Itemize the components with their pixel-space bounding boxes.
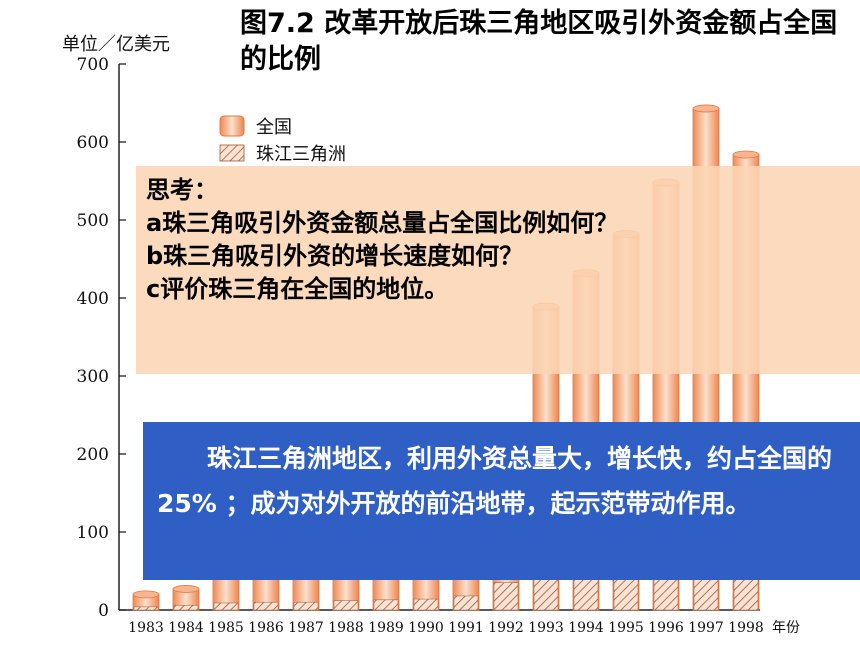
bar-cap-1998 [732, 150, 760, 159]
bar-pearl-1993 [533, 578, 559, 611]
legend-swatch-national [219, 115, 245, 137]
x-tick-label: 1991 [448, 620, 484, 636]
x-tick-label: 1983 [128, 620, 164, 636]
bar-cap-1997 [692, 104, 720, 113]
x-axis-label: 年份 [772, 620, 800, 636]
y-tick-label: 500 [77, 211, 109, 231]
y-tick-label: 400 [77, 289, 109, 309]
think-question-c: c评价珠三角在全国的地位。 [146, 275, 449, 303]
bar-pearl-1996 [653, 578, 679, 611]
y-tick-label: 200 [77, 445, 109, 465]
figure-title-text: 图7.2 改革开放后珠三角地区吸引外资金额占全国的比例 [240, 8, 838, 75]
x-tick-label: 1984 [168, 620, 204, 636]
bar-pearl-1983 [133, 606, 159, 611]
conclusion-box: 珠江三角洲地区，利用外资总量大，增长快，约占全国的25% ；成为对外开放的前沿地… [143, 422, 860, 580]
y-tick-label: 300 [77, 367, 109, 387]
x-tick-label: 1987 [288, 620, 324, 636]
y-axis: 0 100 200 300 400 500 600 700 [77, 55, 760, 621]
bar-pearl-1986 [253, 601, 279, 611]
x-tick-label: 1997 [688, 620, 724, 636]
x-tick-label: 1994 [568, 620, 604, 636]
think-question-b: b珠三角吸引外资的增长速度如何？ [146, 242, 524, 270]
figure-title: 图7.2 改革开放后珠三角地区吸引外资金额占全国的比例 [240, 6, 850, 78]
bar-cap-1984 [172, 585, 200, 593]
x-tick-label: 1990 [408, 620, 444, 636]
bar-pearl-1989 [373, 599, 399, 611]
think-question-a: a珠三角吸引外资金额总量占全国比例如何？ [146, 209, 619, 237]
y-axis-label: 单位／亿美元 [62, 34, 170, 55]
x-tick-label: 1992 [488, 620, 524, 636]
x-tick-label: 1985 [208, 620, 244, 636]
y-tick-label: 100 [77, 523, 109, 543]
bar-pearl-1991 [453, 595, 479, 611]
legend: 全国 珠江三角洲 [219, 115, 346, 165]
bar-cap-1983 [132, 590, 160, 599]
x-tick-label: 1995 [608, 620, 644, 636]
y-tick-label: 600 [77, 133, 109, 153]
bar-pearl-1990 [413, 598, 439, 611]
bar-pearl-1998 [733, 578, 759, 611]
think-box: 思考： a珠三角吸引外资金额总量占全国比例如何？ b珠三角吸引外资的增长速度如何… [136, 166, 860, 374]
x-tick-label: 1993 [528, 620, 564, 636]
legend-label-pearl: 珠江三角洲 [256, 144, 346, 165]
y-tick-label: 700 [77, 55, 109, 75]
bar-pearl-1987 [293, 601, 319, 611]
bar-pearl-1995 [613, 578, 639, 611]
legend-swatch-pearl [219, 144, 245, 162]
bar-pearl-1992 [493, 582, 519, 611]
x-tick-label: 1989 [368, 620, 404, 636]
conclusion-text: 珠江三角洲地区，利用外资总量大，增长快，约占全国的25% ；成为对外开放的前沿地… [157, 444, 833, 518]
bar-pearl-1984 [173, 605, 199, 611]
bar-pearl-1997 [693, 578, 719, 611]
x-tick-label: 1986 [248, 620, 284, 636]
x-ticks: 1983 1984 1985 1986 1987 1988 1989 1990 1991 1992… [128, 620, 764, 636]
bar-pearl-1985 [213, 602, 239, 611]
x-tick-label: 1996 [648, 620, 684, 636]
bar-pearl-1994 [573, 578, 599, 611]
x-tick-label: 1998 [728, 620, 764, 636]
think-heading: 思考： [146, 176, 218, 204]
y-tick-label: 0 [98, 601, 109, 621]
bar-pearl-1988 [333, 600, 359, 611]
legend-label-national: 全国 [256, 117, 292, 138]
x-tick-label: 1988 [328, 620, 364, 636]
